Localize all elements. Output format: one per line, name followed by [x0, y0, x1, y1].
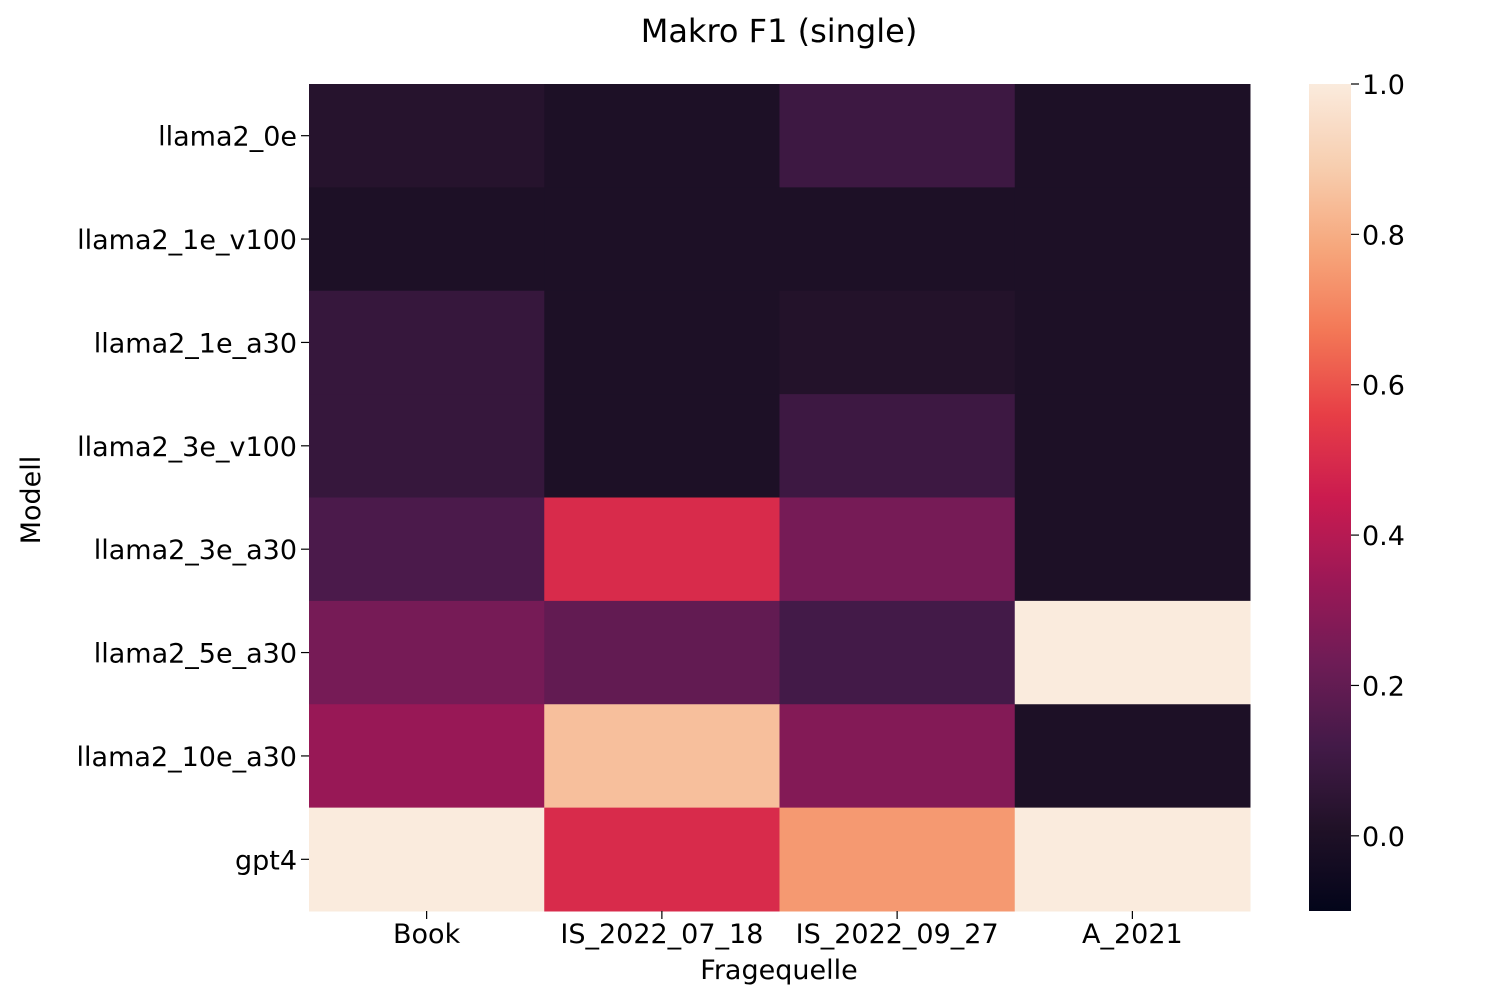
x-tick-label: A_2021 — [1082, 919, 1183, 950]
x-tick-label: IS_2022_07_18 — [560, 919, 763, 950]
heatmap-cell — [544, 84, 780, 188]
y-tick-label: llama2_1e_a30 — [94, 328, 297, 359]
heatmap-cell — [309, 187, 545, 292]
colorbar-tick-label: 1.0 — [1362, 70, 1405, 101]
heatmap-cell — [544, 290, 780, 395]
heatmap-cell — [779, 600, 1016, 705]
y-tick-label: llama2_1e_v100 — [77, 225, 297, 256]
colorbar-tick-label: 0.4 — [1362, 521, 1405, 552]
x-tick-label: IS_2022_09_27 — [796, 919, 999, 950]
chart-title: Makro F1 (single) — [641, 12, 918, 50]
y-tick-label: llama2_10e_a30 — [77, 742, 297, 773]
y-tick-label: gpt4 — [235, 845, 297, 876]
colorbar-tick-label: 0.2 — [1362, 671, 1405, 702]
colorbar — [1309, 84, 1351, 911]
y-tick-label: llama2_3e_a30 — [94, 535, 297, 566]
colorbar-tick-label: 0.6 — [1362, 371, 1405, 402]
heatmap-cell — [544, 600, 780, 705]
y-tick-label: llama2_5e_a30 — [94, 639, 297, 670]
heatmap-cell — [544, 704, 780, 809]
heatmap-cell — [544, 394, 780, 498]
heatmap-cell — [309, 807, 545, 912]
heatmap-cell — [779, 394, 1016, 498]
y-tick-label: llama2_0e — [158, 122, 297, 153]
heatmap-cell — [1014, 704, 1251, 809]
heatmap-cell — [309, 394, 545, 498]
y-tick-label: llama2_3e_v100 — [77, 432, 297, 463]
heatmap-cell — [1014, 290, 1251, 395]
x-axis-ticks: Book IS_2022_07_18 IS_2022_09_27 A_2021 — [393, 911, 1183, 950]
heatmap-cell — [779, 187, 1016, 292]
colorbar-tick-label: 0.8 — [1362, 220, 1405, 251]
heatmap-cell — [309, 290, 545, 395]
heatmap-cell — [544, 807, 780, 912]
heatmap-cell — [779, 497, 1016, 602]
heatmap-cell — [309, 84, 545, 188]
heatmap-cell — [1014, 394, 1251, 498]
heatmap-cell — [309, 497, 545, 602]
colorbar-ticks: 0.0 0.2 0.4 0.6 0.8 1.0 — [1351, 70, 1405, 853]
heatmap-cell — [1014, 600, 1251, 705]
heatmap-cell — [1014, 807, 1251, 912]
heatmap-cell — [779, 704, 1016, 809]
y-axis-label: Modell — [16, 456, 47, 545]
heatmap-cell — [779, 84, 1016, 188]
heatmap-cells — [309, 84, 1251, 912]
heatmap-cell — [309, 704, 545, 809]
x-axis-label: Fragequelle — [700, 955, 857, 986]
heatmap-cell — [1014, 497, 1251, 602]
heatmap-cell — [1014, 187, 1251, 292]
colorbar-tick-label: 0.0 — [1362, 822, 1405, 853]
heatmap-cell — [1014, 84, 1251, 188]
heatmap-cell — [544, 497, 780, 602]
heatmap-cell — [309, 600, 545, 705]
y-axis-ticks: llama2_0e llama2_1e_v100 llama2_1e_a30llam… — [77, 122, 309, 876]
x-tick-label: Book — [393, 919, 461, 950]
heatmap-cell — [544, 187, 780, 292]
heatmap-cell — [779, 290, 1016, 395]
heatmap-cell — [779, 807, 1016, 912]
